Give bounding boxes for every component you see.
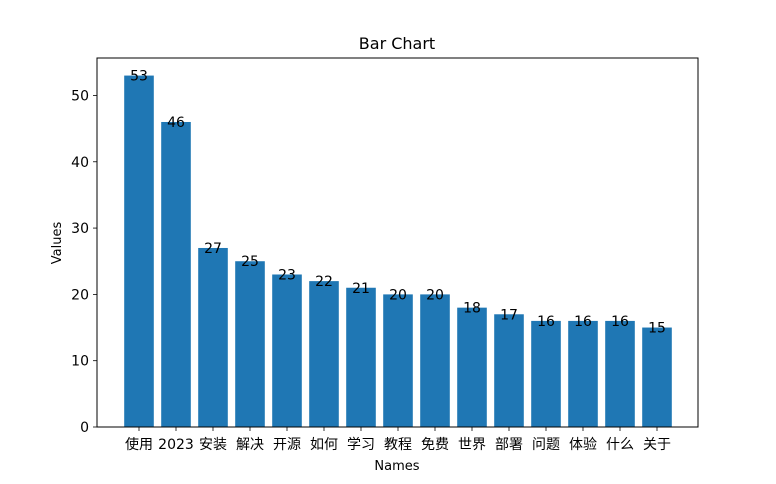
bar [568, 320, 598, 427]
data-label: 18 [463, 301, 481, 317]
bar [124, 75, 154, 427]
data-label: 23 [278, 267, 296, 283]
bar [161, 121, 191, 428]
x-tick-label: 2023 [158, 437, 194, 453]
x-tick-label: 使用 [125, 436, 153, 453]
x-axis-label: Names [374, 459, 419, 474]
plot-area: 53 使用 46 2023 27 安装 25 解决 23 开源 22 如何 21 学习 20 教程 20 免费 18… [71, 57, 699, 453]
bar [420, 294, 450, 427]
bar [235, 261, 265, 427]
data-label: 21 [352, 281, 370, 297]
x-tick-label: 关于 [643, 437, 671, 453]
x-tick-label: 世界 [458, 437, 486, 453]
bar [383, 294, 413, 427]
plot-frame [96, 57, 699, 428]
x-tick-label: 学习 [347, 437, 375, 453]
x-tick-label: 体验 [569, 437, 597, 453]
data-label: 15 [648, 321, 666, 337]
y-tick-label: 20 [71, 287, 89, 303]
chart-title: Bar Chart [359, 34, 435, 53]
x-tick-label: 安装 [199, 437, 227, 453]
bar [642, 327, 672, 427]
data-label: 16 [574, 314, 592, 330]
x-tick-label: 教程 [384, 437, 412, 453]
data-label: 25 [241, 254, 259, 270]
x-tick-label: 部署 [495, 437, 523, 453]
bar [494, 314, 524, 427]
bar [309, 281, 339, 427]
data-label: 17 [500, 307, 518, 323]
bar [531, 320, 561, 427]
x-tick-label: 解决 [236, 437, 264, 453]
x-tick-label: 开源 [273, 437, 301, 453]
bar [605, 320, 635, 427]
x-tick-label: 什么 [606, 437, 634, 453]
data-label: 20 [426, 287, 444, 303]
bar [272, 274, 302, 427]
x-tick-label: 免费 [421, 437, 449, 453]
bar [457, 307, 487, 427]
x-tick-label: 如何 [310, 437, 338, 453]
data-label: 53 [130, 69, 148, 85]
x-tick-label: 问题 [532, 437, 560, 453]
y-tick-label: 30 [71, 221, 89, 237]
data-label: 27 [204, 241, 222, 257]
data-label: 20 [389, 287, 407, 303]
data-label: 16 [537, 314, 555, 330]
data-label: 22 [315, 274, 333, 290]
y-axis-label: Values [50, 222, 65, 265]
y-tick-label: 0 [80, 420, 89, 436]
bar [346, 287, 376, 427]
data-label: 16 [611, 314, 629, 330]
y-tick-label: 50 [71, 88, 89, 104]
y-tick-label: 10 [71, 354, 89, 370]
bar [198, 247, 228, 427]
data-label: 46 [167, 115, 185, 131]
y-tick-label: 40 [71, 155, 89, 171]
